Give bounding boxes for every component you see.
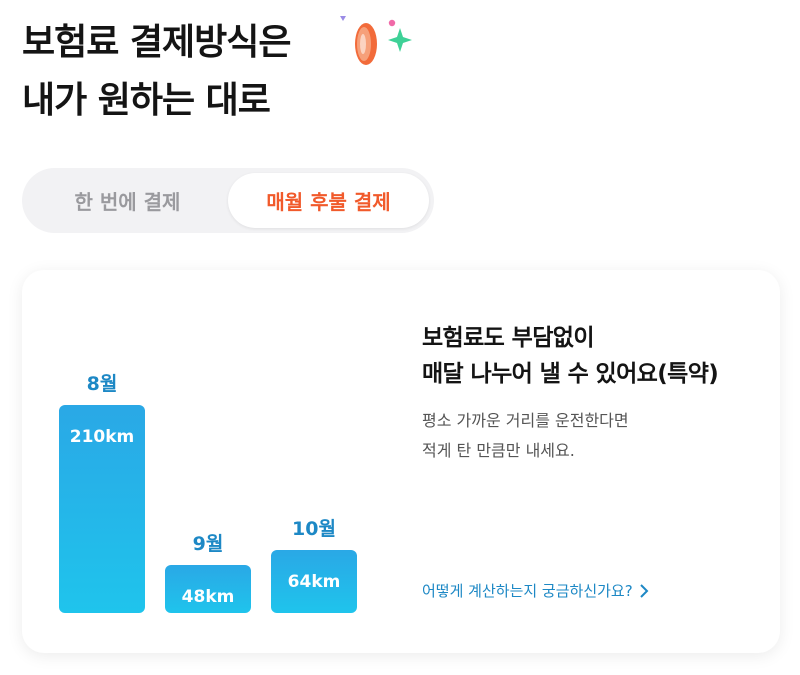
bar (165, 565, 251, 613)
card-description: 평소 가까운 거리를 운전한다면 적게 탄 만큼만 내세요. (422, 406, 772, 466)
card-title-line-2: 매달 나누어 낼 수 있어요(특약) (422, 361, 719, 387)
bar (271, 550, 357, 613)
card-title-line-1: 보험료도 부담없이 (422, 325, 594, 351)
chevron-right-icon (639, 583, 649, 598)
bar-value-label: 64km (287, 572, 341, 592)
feature-card: 8월 210km 9월 48km 10월 64km 보험료도 부담없이 매달 나누어 낼 … (22, 270, 780, 653)
bar-value-label: 210km (69, 427, 135, 447)
headline-line-2: 내가 원하는 대로 (22, 80, 271, 121)
card-description-line-2: 적게 탄 만큼만 내세요. (422, 441, 575, 460)
bar (59, 405, 145, 613)
mileage-bar-chart: 8월 210km 9월 48km 10월 64km (22, 270, 382, 653)
card-title: 보험료도 부담없이 매달 나누어 낼 수 있어요(특약) (422, 320, 772, 392)
card-copy: 보험료도 부담없이 매달 나누어 낼 수 있어요(특약) 평소 가까운 거리를 … (422, 320, 772, 466)
headline-line-1: 보험료 결제방식은 (22, 22, 291, 63)
coin-sparkle-icon (340, 16, 412, 65)
bar-month-label: 10월 (292, 518, 336, 540)
bar-value-label: 48km (181, 587, 235, 607)
payment-method-toggle: 한 번에 결제 매월 후불 결제 (22, 168, 434, 233)
bar-month-label: 9월 (192, 533, 224, 555)
toggle-option-monthly[interactable]: 매월 후불 결제 (228, 173, 429, 228)
calculation-info-link[interactable]: 어떻게 계산하는지 궁금하신가요? (422, 580, 649, 601)
bar-month-label: 8월 (86, 373, 118, 395)
toggle-option-one-time[interactable]: 한 번에 결제 (27, 173, 228, 228)
card-description-line-1: 평소 가까운 거리를 운전한다면 (422, 411, 629, 430)
page-headline: 보험료 결제방식은 내가 원하는 대로 (22, 14, 291, 130)
calculation-info-link-label: 어떻게 계산하는지 궁금하신가요? (422, 582, 633, 600)
